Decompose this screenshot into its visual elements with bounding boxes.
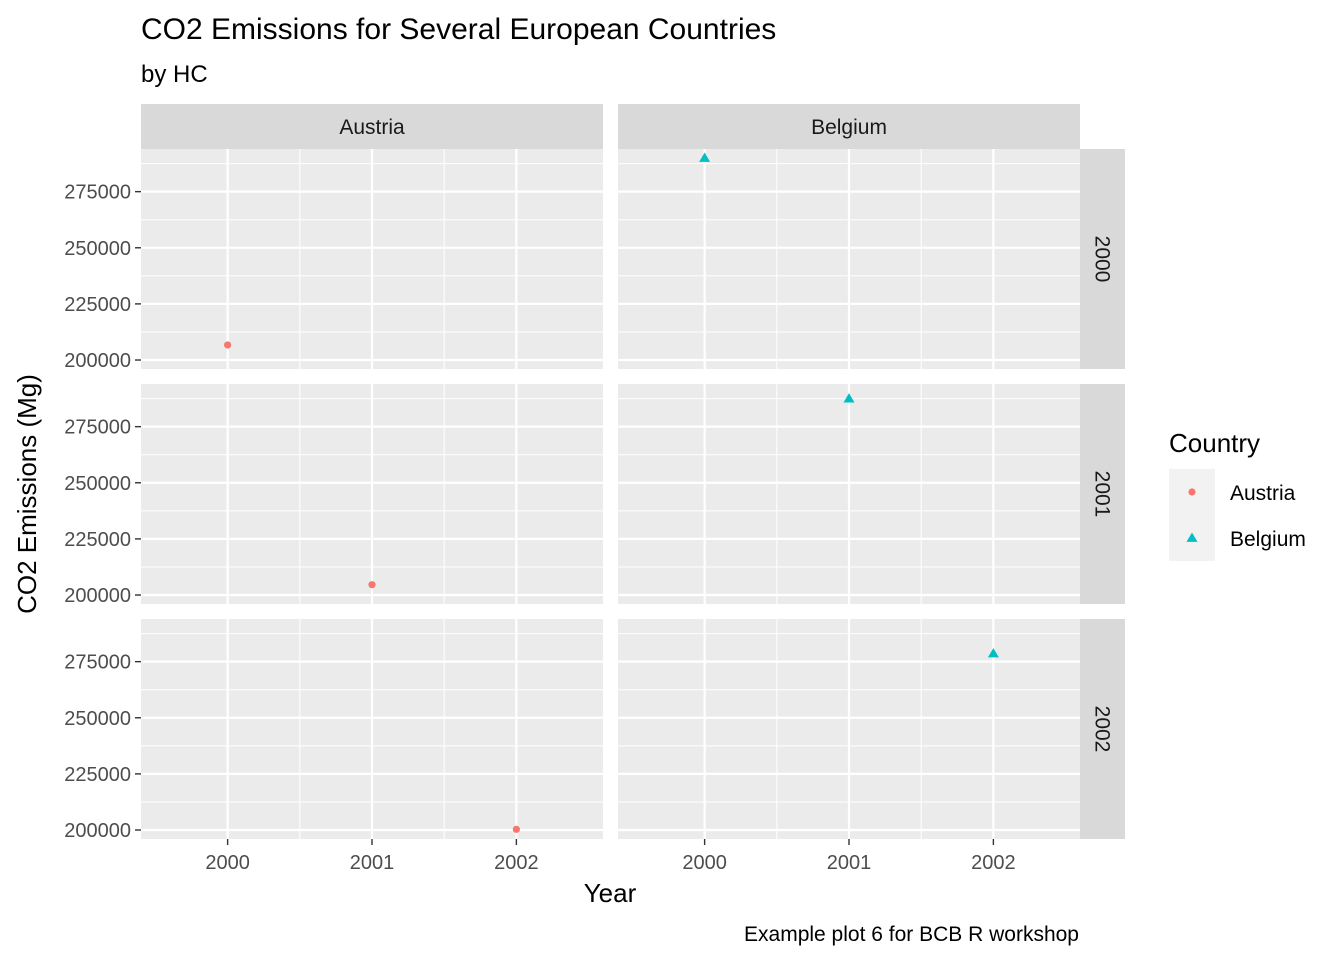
data-point-belgium-2002 [987, 648, 999, 658]
panel-belgium-2000 [618, 149, 1080, 369]
y-tick-label: 225000 [64, 529, 131, 551]
legend-marker-belgium [1186, 532, 1198, 542]
legend-label: Belgium [1230, 528, 1306, 551]
x-axes: 2000 2001 2002 2000 2001 2002 [205, 839, 1016, 874]
y-tick-label: 275000 [64, 417, 131, 439]
data-point-austria-2001 [368, 581, 376, 589]
data-points [224, 152, 999, 833]
x-tick-label: 2002 [494, 852, 539, 874]
strip-label: 2001 [1091, 471, 1114, 518]
panel-austria-2000 [141, 149, 603, 369]
facet-panels [141, 149, 1080, 839]
y-tick-label: 200000 [64, 585, 131, 607]
panel-austria-2002 [141, 619, 603, 839]
strip-label: Austria [339, 116, 405, 139]
y-tick-label: 250000 [64, 238, 131, 260]
x-tick-label: 2001 [827, 852, 872, 874]
chart-caption: Example plot 6 for BCB R workshop [744, 923, 1079, 946]
strip-label: 2000 [1091, 236, 1114, 283]
y-tick-label: 200000 [64, 820, 131, 842]
panel-austria-2001 [141, 384, 603, 604]
strip-row-2002: 2002 [1080, 619, 1125, 839]
y-axes: 200000 225000 250000 275000 200000 225000 2500… [64, 182, 141, 842]
strip-austria: Austria [141, 104, 603, 149]
strip-label: 2002 [1091, 706, 1114, 753]
y-axis-label: CO2 Emissions (Mg) [12, 374, 42, 614]
strip-background [1080, 619, 1125, 839]
strip-background [618, 104, 1080, 149]
x-tick-label: 2000 [205, 852, 250, 874]
strip-background [1080, 149, 1125, 369]
data-point-belgium-2000 [699, 152, 711, 162]
chart-subtitle: by HC [141, 61, 208, 88]
x-tick-label: 2002 [971, 852, 1016, 874]
strip-row-2001: 2001 [1080, 384, 1125, 604]
strip-background [1080, 384, 1125, 604]
legend-item-austria: Austria [1169, 469, 1296, 515]
panel-belgium-2002 [618, 619, 1080, 839]
y-tick-label: 225000 [64, 294, 131, 316]
data-point-austria-2000 [224, 341, 232, 349]
x-tick-label: 2001 [350, 852, 395, 874]
facet-strips: Austria Belgium 2000 2001 2002 [141, 104, 1125, 839]
y-tick-label: 275000 [64, 182, 131, 204]
y-tick-label: 225000 [64, 764, 131, 786]
data-point-belgium-2001 [843, 393, 855, 403]
x-tick-label: 2000 [682, 852, 727, 874]
strip-background [141, 104, 603, 149]
legend-marker-austria [1188, 488, 1196, 496]
strip-label: Belgium [811, 116, 887, 139]
legend-label: Austria [1230, 482, 1296, 505]
y-tick-label: 250000 [64, 708, 131, 730]
strip-row-2000: 2000 [1080, 149, 1125, 369]
strip-belgium: Belgium [618, 104, 1080, 149]
y-tick-label: 250000 [64, 473, 131, 495]
legend-item-belgium: Belgium [1169, 515, 1306, 561]
data-point-austria-2002 [512, 825, 520, 833]
y-tick-label: 275000 [64, 652, 131, 674]
legend: Country Austria Belgium [1169, 428, 1306, 561]
legend-title: Country [1169, 428, 1260, 458]
x-axis-label: Year [584, 878, 637, 908]
chart-title: CO2 Emissions for Several European Count… [141, 13, 776, 46]
y-tick-label: 200000 [64, 350, 131, 372]
panel-belgium-2001 [618, 384, 1080, 604]
